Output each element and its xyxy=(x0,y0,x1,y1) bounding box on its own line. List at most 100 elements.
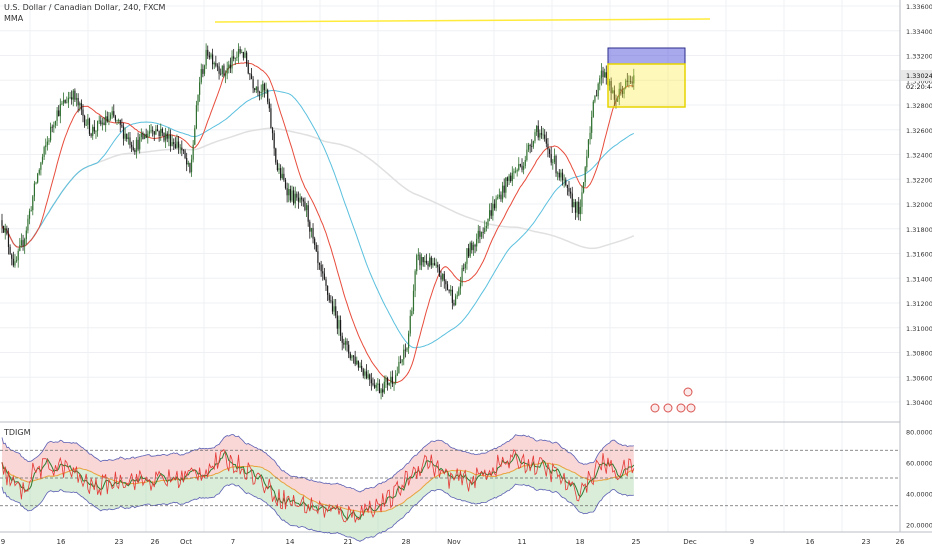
candle-body xyxy=(566,184,568,189)
axes: 1.33600 1.33400 1.33200 1.33000 1.32800 1.326… xyxy=(1,3,932,546)
time-tick-label: 16 xyxy=(806,538,815,546)
candle-body xyxy=(121,124,123,127)
event-marker-icon[interactable] xyxy=(686,403,696,413)
candle-body xyxy=(179,147,181,149)
candle-body xyxy=(297,197,300,202)
candle-body xyxy=(194,128,196,145)
candle-body xyxy=(369,374,371,380)
candle-body xyxy=(594,95,596,102)
candle-body xyxy=(215,63,217,66)
candle-body xyxy=(600,70,602,79)
candle-body xyxy=(476,238,478,247)
candle-body xyxy=(539,133,541,138)
candle-body xyxy=(195,105,197,129)
candle-body xyxy=(531,146,533,147)
candle-body xyxy=(103,122,105,126)
candle-body xyxy=(100,120,102,125)
candle-body xyxy=(4,228,6,233)
candle-body xyxy=(30,210,32,212)
candle-body xyxy=(200,69,202,83)
candle-body xyxy=(354,356,356,365)
sub-indicator-label: TDIGM xyxy=(4,428,31,437)
candle-body xyxy=(352,355,355,357)
candle-body xyxy=(67,97,70,103)
ma-fast-line xyxy=(1,62,634,384)
candle-body xyxy=(203,65,206,74)
candle-body xyxy=(131,144,133,147)
candle-body xyxy=(348,344,350,354)
candle-body xyxy=(501,185,504,200)
candle-body xyxy=(490,210,492,216)
event-marker-icon[interactable] xyxy=(683,387,693,397)
candle-body xyxy=(398,361,400,374)
time-tick-label: 16 xyxy=(57,538,66,546)
candle-body xyxy=(11,254,13,259)
candle-body xyxy=(333,306,335,312)
candle-body xyxy=(210,54,212,58)
candle-body xyxy=(43,147,45,157)
candle-body xyxy=(361,365,363,370)
candle-body xyxy=(327,285,329,295)
candle-body xyxy=(273,133,275,149)
time-tick-label: 9 xyxy=(1,538,5,546)
candle-body xyxy=(446,284,449,290)
candle-body xyxy=(25,230,27,240)
candle-body xyxy=(41,156,44,163)
candle-body xyxy=(435,264,437,266)
candle-body xyxy=(388,382,390,385)
candle-body xyxy=(199,82,201,95)
candle-body xyxy=(74,90,76,100)
zone-box-blue xyxy=(607,47,686,65)
candle-body xyxy=(158,131,160,137)
candle-body xyxy=(335,306,337,316)
candle-body xyxy=(442,273,444,280)
candle-body xyxy=(122,126,125,139)
candle-body xyxy=(56,110,58,121)
candle-body xyxy=(236,56,238,58)
candle-body xyxy=(498,194,500,198)
candle-body xyxy=(553,156,556,162)
candle-body xyxy=(404,349,406,351)
price-tick-label: 1.32400 xyxy=(906,152,932,160)
candle-body xyxy=(135,139,138,153)
candle-body xyxy=(621,90,624,94)
candle-body xyxy=(205,49,207,66)
candle-body xyxy=(508,175,510,181)
last-price-label: 1.33024 xyxy=(906,72,932,80)
moving-averages xyxy=(1,62,635,384)
candle-body xyxy=(383,381,385,393)
candle-body xyxy=(386,377,389,385)
candle-body xyxy=(618,88,620,100)
candle-body xyxy=(109,114,112,119)
time-tick-label: 9 xyxy=(750,538,754,546)
candle-body xyxy=(35,182,37,184)
candle-body xyxy=(275,148,277,163)
candle-body xyxy=(521,165,523,170)
candle-body xyxy=(182,150,185,151)
candle-body xyxy=(558,172,560,178)
candle-body xyxy=(586,156,588,168)
ma-mid-line xyxy=(1,89,635,349)
candle-body xyxy=(249,73,251,75)
event-marker-icon[interactable] xyxy=(650,403,660,413)
candle-body xyxy=(218,66,220,74)
event-marker-icon[interactable] xyxy=(663,403,673,413)
candle-body xyxy=(612,90,614,94)
candle-body xyxy=(284,179,287,189)
event-marker-icon[interactable] xyxy=(676,403,686,413)
candle-body xyxy=(455,296,457,306)
zone-box-yellow xyxy=(607,63,686,108)
candle-body xyxy=(202,69,204,74)
candle-body xyxy=(165,133,167,141)
candle-body xyxy=(338,319,340,329)
candle-body xyxy=(505,177,507,193)
candle-body xyxy=(54,120,57,126)
candle-body xyxy=(587,139,590,157)
candle-body xyxy=(629,81,632,82)
candle-body xyxy=(301,197,303,200)
candle-body xyxy=(257,86,259,93)
candle-body xyxy=(548,149,551,154)
candle-body xyxy=(255,86,257,91)
candle-body xyxy=(3,225,5,233)
candle-body xyxy=(95,130,97,132)
